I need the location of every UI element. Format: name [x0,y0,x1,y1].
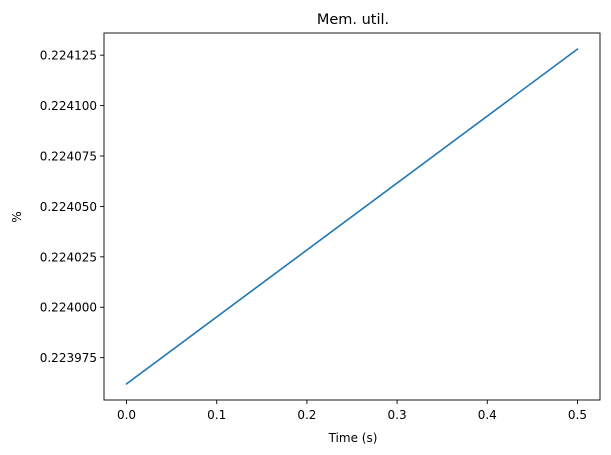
x-axis-ticks: 0.0 0.1 0.2 0.3 0.4 0.5 [117,400,587,422]
series-layer [125,48,579,385]
y-tick-label: 0.224125 [40,49,97,63]
series-line [125,48,579,385]
x-tick-label: 0.0 [117,408,136,422]
y-tick-label: 0.224100 [40,99,97,113]
x-tick-label: 0.5 [568,408,587,422]
x-tick-label: 0.3 [388,408,407,422]
y-tick-label: 0.223975 [40,351,97,365]
y-tick-label: 0.224050 [40,200,97,214]
x-tick-label: 0.4 [478,408,497,422]
x-tick-label: 0.1 [207,408,226,422]
y-axis-label: % [10,211,24,222]
chart-title: Mem. util. [317,12,389,28]
x-axis-label: Time (s) [328,431,378,445]
plot-area-frame [103,32,601,401]
y-tick-label: 0.224000 [40,301,97,315]
x-tick-label: 0.2 [297,408,316,422]
y-axis-ticks: 0.223975 0.224000 0.224025 0.224050 0.224075… [40,49,104,365]
y-tick-label: 0.224025 [40,250,97,264]
y-tick-label: 0.224075 [40,150,97,164]
